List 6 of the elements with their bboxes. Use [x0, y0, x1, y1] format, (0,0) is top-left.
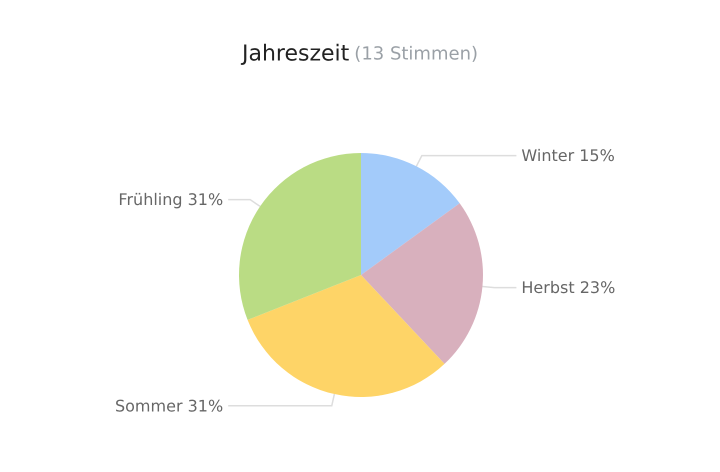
slice-label: Frühling 31%: [118, 190, 224, 210]
chart-title: Jahreszeit: [240, 42, 350, 66]
slice-label: Herbst 23%: [521, 278, 616, 298]
slice-label: Winter 15%: [521, 146, 615, 166]
slice-label: Sommer 31%: [114, 396, 224, 416]
chart-subtitle: (13 Stimmen): [354, 44, 478, 64]
